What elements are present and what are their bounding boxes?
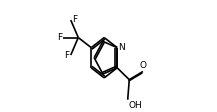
Text: N: N: [118, 43, 125, 52]
Text: O: O: [140, 61, 146, 70]
Text: F: F: [72, 15, 77, 24]
Text: F: F: [65, 51, 70, 59]
Text: OH: OH: [129, 101, 143, 110]
Text: F: F: [57, 32, 62, 42]
